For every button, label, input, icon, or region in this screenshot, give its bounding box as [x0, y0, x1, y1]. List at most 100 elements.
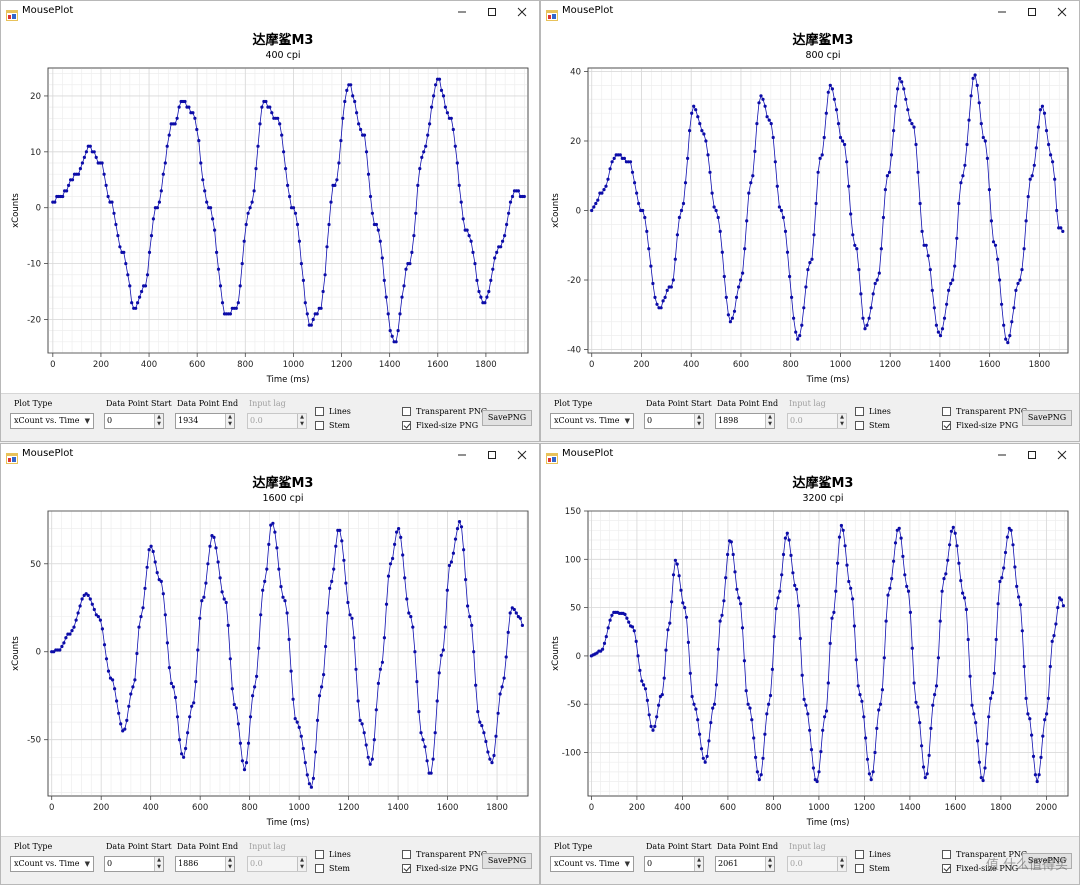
- fixed-size-png-checkbox[interactable]: [942, 421, 951, 430]
- data-point: [214, 546, 218, 550]
- fixed-size-png-checkbox[interactable]: [402, 864, 411, 873]
- data-point: [261, 588, 265, 592]
- data-point-start-input[interactable]: 0 ▲ ▼: [104, 413, 164, 429]
- lines-checkbox[interactable]: [855, 850, 864, 859]
- data-point: [859, 292, 863, 296]
- data-point-end-input[interactable]: 2061 ▲ ▼: [715, 856, 775, 872]
- spinner[interactable]: ▲ ▼: [694, 414, 703, 428]
- data-point-end-input[interactable]: 1934 ▲ ▼: [175, 413, 235, 429]
- data-point: [918, 721, 922, 725]
- data-point: [698, 122, 702, 126]
- stem-checkbox[interactable]: [315, 421, 324, 430]
- lines-checkbox[interactable]: [315, 850, 324, 859]
- data-point: [251, 694, 255, 698]
- data-point: [477, 289, 481, 294]
- save-png-button[interactable]: SavePNG: [482, 410, 532, 426]
- title-bar[interactable]: MousePlot: [541, 444, 1079, 466]
- data-point-end-input[interactable]: 1898 ▲ ▼: [715, 413, 775, 429]
- plot-type-select[interactable]: xCount vs. Time ▼: [550, 856, 634, 872]
- data-point: [692, 104, 696, 108]
- data-point-start-input[interactable]: 0 ▲ ▼: [104, 856, 164, 872]
- transparent-png-checkbox[interactable]: [402, 407, 411, 416]
- spinner[interactable]: ▲ ▼: [765, 414, 774, 428]
- spinner[interactable]: ▲ ▼: [225, 414, 234, 428]
- control-panel: Plot Type xCount vs. Time ▼ Data Point Star…: [541, 836, 1079, 884]
- stem-checkbox[interactable]: [315, 864, 324, 873]
- minimize-button[interactable]: [447, 3, 477, 21]
- maximize-button[interactable]: [477, 446, 507, 464]
- data-point: [376, 681, 380, 685]
- title-bar[interactable]: MousePlot: [541, 1, 1079, 23]
- data-point: [104, 183, 108, 187]
- plot-type-label: Plot Type: [14, 399, 53, 408]
- data-point: [748, 706, 752, 710]
- x-tick-label: 0: [589, 803, 594, 813]
- spinner[interactable]: ▲ ▼: [765, 857, 774, 871]
- data-point: [503, 234, 507, 238]
- input-lag-label: Input lag: [789, 399, 826, 408]
- series-line: [591, 523, 1064, 784]
- minimize-button[interactable]: [987, 3, 1017, 21]
- spinner[interactable]: ▲ ▼: [225, 857, 234, 871]
- data-point-end-input[interactable]: 1886 ▲ ▼: [175, 856, 235, 872]
- plot-type-select[interactable]: xCount vs. Time ▼: [10, 413, 94, 429]
- fixed-size-png-checkbox[interactable]: [402, 421, 411, 430]
- spin-up-icon: ▲: [300, 414, 304, 420]
- x-tick-label: 800: [237, 360, 253, 370]
- stem-checkbox[interactable]: [855, 421, 864, 430]
- data-point: [191, 111, 195, 115]
- fixed-size-png-checkbox[interactable]: [942, 864, 951, 873]
- data-point: [1020, 268, 1024, 272]
- close-button[interactable]: [507, 446, 537, 464]
- data-point: [989, 696, 993, 700]
- lines-checkbox[interactable]: [315, 407, 324, 416]
- data-point: [916, 705, 920, 709]
- spinner[interactable]: ▲ ▼: [694, 857, 703, 871]
- data-point: [1044, 129, 1049, 133]
- lines-checkbox[interactable]: [855, 407, 864, 416]
- x-tick-label: 1200: [879, 360, 901, 370]
- title-bar[interactable]: MousePlot: [1, 1, 539, 23]
- data-point-start-input[interactable]: 0 ▲ ▼: [644, 413, 704, 429]
- spinner[interactable]: ▲ ▼: [154, 857, 163, 871]
- data-point: [453, 537, 458, 541]
- data-point: [1047, 142, 1051, 147]
- transparent-png-checkbox[interactable]: [942, 850, 951, 859]
- data-point: [928, 268, 932, 272]
- save-png-button[interactable]: SavePNG: [482, 853, 532, 869]
- data-point: [441, 648, 445, 652]
- data-point: [195, 127, 199, 132]
- x-tick-label: 1000: [283, 360, 305, 370]
- plot-type-select[interactable]: xCount vs. Time ▼: [10, 856, 94, 872]
- y-axis-label: xCounts: [551, 636, 561, 671]
- close-button[interactable]: [1047, 446, 1077, 464]
- maximize-button[interactable]: [1017, 446, 1047, 464]
- data-point: [759, 94, 763, 98]
- data-point: [623, 612, 627, 616]
- data-point: [90, 602, 94, 606]
- stem-checkbox[interactable]: [855, 864, 864, 873]
- data-point: [996, 602, 1000, 606]
- maximize-button[interactable]: [1017, 3, 1047, 21]
- data-point: [772, 635, 776, 639]
- plot-type-select[interactable]: xCount vs. Time ▼: [550, 413, 634, 429]
- data-point-start-input[interactable]: 0 ▲ ▼: [644, 856, 704, 872]
- save-png-button[interactable]: SavePNG: [1022, 410, 1072, 426]
- data-point: [293, 717, 297, 721]
- save-png-button[interactable]: SavePNG: [1022, 853, 1072, 869]
- close-button[interactable]: [1047, 3, 1077, 21]
- data-point: [830, 87, 834, 91]
- maximize-button[interactable]: [477, 3, 507, 21]
- data-point: [260, 105, 264, 109]
- data-point: [486, 750, 490, 754]
- title-bar[interactable]: MousePlot: [1, 444, 539, 466]
- close-button[interactable]: [507, 3, 537, 21]
- transparent-png-checkbox[interactable]: [942, 407, 951, 416]
- spinner[interactable]: ▲ ▼: [154, 414, 163, 428]
- data-point: [378, 667, 382, 671]
- data-point: [348, 613, 352, 617]
- data-point: [263, 579, 267, 583]
- transparent-png-checkbox[interactable]: [402, 850, 411, 859]
- minimize-button[interactable]: [447, 446, 477, 464]
- minimize-button[interactable]: [987, 446, 1017, 464]
